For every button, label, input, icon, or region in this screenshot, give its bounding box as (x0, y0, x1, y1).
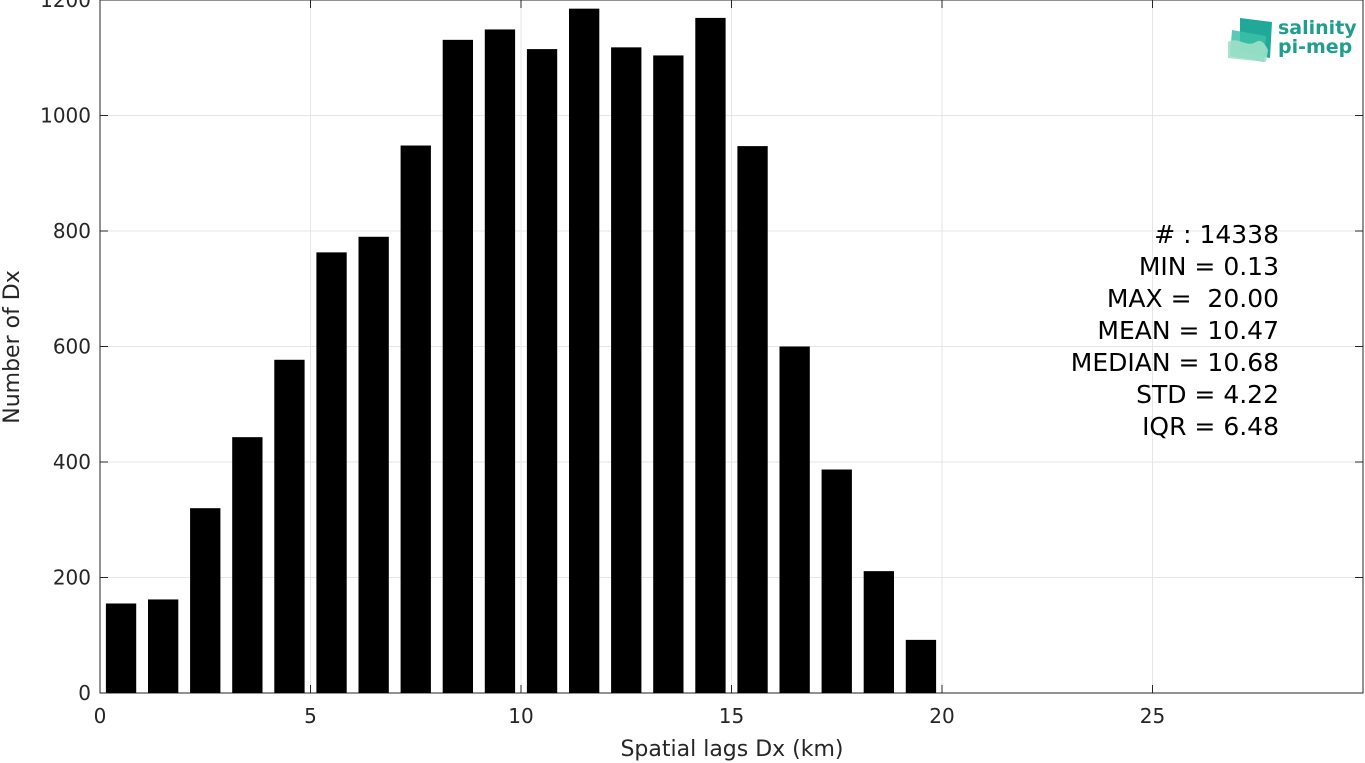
stat-line: IQR = 6.48 (1142, 412, 1279, 441)
x-tick-label: 0 (94, 704, 107, 728)
y-tick-label: 600 (53, 335, 91, 359)
y-tick-label: 0 (78, 681, 91, 705)
histogram-bar (568, 8, 600, 694)
y-tick-label: 800 (53, 219, 91, 243)
histogram-bar (316, 252, 347, 693)
x-tick-label: 25 (1140, 704, 1165, 728)
histogram-bar (863, 571, 895, 693)
histogram-bar (400, 145, 431, 693)
histogram-bar (442, 39, 474, 694)
wave-logo-icon (1228, 18, 1272, 62)
bars (105, 8, 937, 694)
x-tick-label: 15 (719, 704, 744, 728)
stat-line: STD = 4.22 (1136, 380, 1279, 409)
x-tick-label: 5 (304, 704, 317, 728)
y-tick-label: 1200 (40, 0, 91, 12)
x-axis-label: Spatial lags Dx (km) (620, 737, 843, 762)
y-axis-label: Number of Dx (0, 270, 25, 424)
stat-line: MIN = 0.13 (1139, 252, 1279, 281)
histogram-bar (779, 346, 810, 693)
histogram-bar (737, 146, 768, 694)
logo-text-pi-mep: pi-mep (1278, 36, 1352, 58)
histogram-bar (526, 49, 558, 693)
y-tick-label: 200 (53, 566, 91, 590)
stat-line: # : 14338 (1154, 220, 1279, 249)
statistics-box: # : 14338 MIN = 0.13 MAX = 20.00 MEAN = 10.… (1071, 220, 1279, 441)
histogram-bar (105, 603, 137, 693)
grid-lines (100, 0, 1363, 693)
histogram-bar (190, 508, 221, 693)
stat-line: MEAN = 10.47 (1097, 316, 1279, 345)
x-tick-label: 20 (929, 704, 954, 728)
histogram-bar (821, 469, 852, 693)
histogram-bar (905, 639, 937, 693)
histogram-bar (611, 47, 642, 694)
salinity-pi-mep-logo: salinity pi-mep (1228, 17, 1357, 62)
x-tick-label: 10 (508, 704, 533, 728)
histogram-bar (147, 599, 179, 693)
stat-line: MEDIAN = 10.68 (1071, 348, 1279, 377)
y-axis-ticks: 0 200 400 600 800 1000 1200 (40, 0, 1363, 705)
stat-line: MAX = 20.00 (1107, 284, 1279, 313)
logo-text-salinity: salinity (1278, 17, 1357, 39)
histogram-bar (484, 29, 516, 693)
y-tick-label: 1000 (40, 104, 91, 128)
y-tick-label: 400 (53, 450, 91, 474)
x-axis-ticks: 0 5 10 15 20 25 (94, 0, 1165, 728)
histogram-bar (653, 55, 684, 693)
histogram-bar (232, 437, 263, 693)
histogram-bar (358, 236, 389, 693)
histogram-bar (274, 359, 305, 693)
histogram-bar (695, 17, 726, 693)
